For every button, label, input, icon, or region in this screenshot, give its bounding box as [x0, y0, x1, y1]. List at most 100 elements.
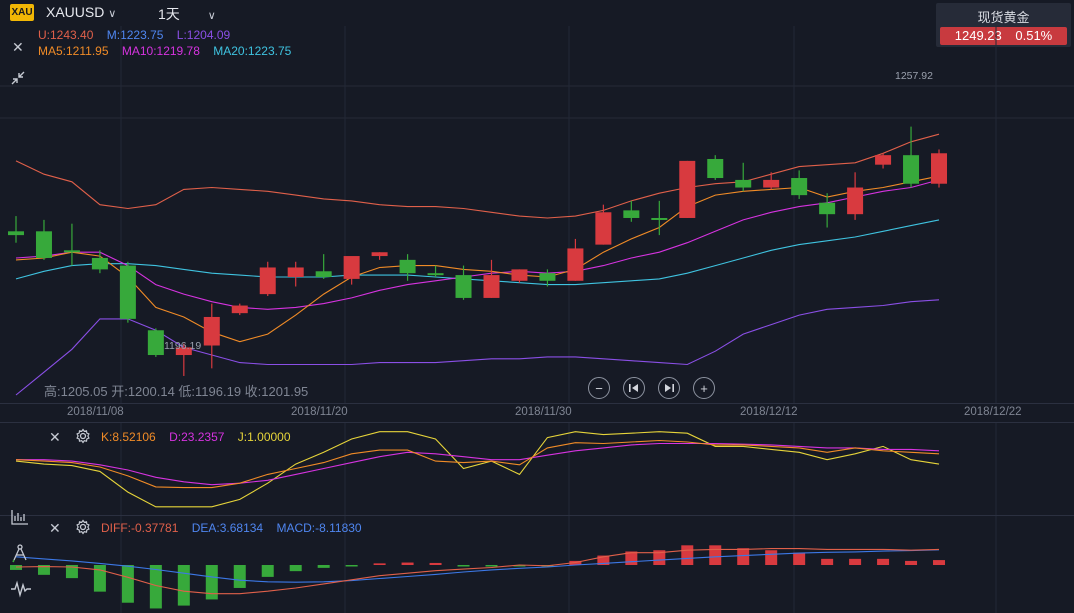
macd-bar: [597, 555, 610, 565]
close-kdj-icon[interactable]: ✕: [49, 429, 61, 445]
macd-settings-icon[interactable]: [75, 519, 91, 538]
boll-upper-line: [15, 133, 940, 219]
kdj-k: K:8.52106: [101, 430, 156, 444]
date-label: 2018/12/12: [740, 406, 798, 418]
quote-name: 现货黄金: [977, 10, 1030, 25]
macd-bar: [849, 558, 862, 565]
macd-dea: DEA:3.68134: [191, 521, 264, 535]
macd-bar: [37, 565, 50, 575]
macd-bar: [877, 558, 890, 565]
candle-body: [931, 153, 948, 184]
candle-body: [119, 265, 136, 319]
ma-legend: MA5:1211.95 MA10:1219.78 MA20:1223.75: [38, 44, 301, 58]
candle-body: [63, 250, 80, 253]
candle-body: [679, 160, 696, 218]
macd-series: [10, 545, 946, 609]
period-selector[interactable]: 1天 ∨: [158, 4, 216, 24]
macd-bar: [345, 565, 358, 567]
ma10-line: [15, 179, 940, 310]
macd-diff: DIFF:-0.37781: [101, 521, 179, 535]
close-boll-icon[interactable]: ✕: [12, 39, 24, 55]
macd-bar: [905, 560, 918, 565]
candle-body: [91, 257, 108, 270]
quote-box: 现货黄金 1249.23 0.51%: [936, 3, 1071, 47]
macd-bar: [401, 562, 414, 565]
kdj-k-line: [15, 439, 940, 489]
macd-bar: [93, 565, 106, 592]
candle-body: [147, 330, 164, 356]
macd-bar: [429, 562, 442, 565]
macd-bar: [261, 565, 274, 577]
macd-bar: [821, 558, 834, 565]
macd-bar: [653, 550, 666, 565]
symbol-selector[interactable]: XAUUSD ∨: [46, 4, 116, 20]
zoom-out-button[interactable]: −: [588, 377, 610, 399]
macd-bar: [485, 565, 498, 567]
candle-body: [287, 267, 304, 277]
macd-bar: [457, 565, 470, 567]
date-label: 2018/12/22: [964, 406, 1022, 418]
period-label: 1天: [158, 6, 180, 22]
candle-body: [35, 231, 52, 258]
close-macd-icon[interactable]: ✕: [49, 520, 61, 536]
candle-body: [567, 248, 584, 281]
skip-forward-button[interactable]: [658, 377, 680, 399]
candle-body: [595, 212, 612, 245]
chevron-down-icon: ∨: [108, 8, 117, 20]
macd-bar: [317, 565, 330, 568]
candle-body: [623, 210, 640, 218]
date-label: 2018/11/20: [291, 406, 348, 418]
candle-body: [259, 267, 276, 295]
candle-body: [203, 316, 220, 346]
candle-body: [371, 252, 388, 257]
waveform-icon[interactable]: [10, 580, 32, 600]
moving-averages: [15, 175, 940, 343]
candle-body: [315, 271, 332, 277]
macd-bar: [513, 565, 526, 567]
boll-upper: U:1243.40: [38, 28, 94, 42]
ma20-value: MA20:1223.75: [213, 44, 292, 58]
quote-price: 1249.23: [954, 28, 1002, 43]
candle-body: [399, 259, 416, 274]
macd-bar: [289, 565, 302, 572]
kdj-settings-icon[interactable]: [75, 428, 91, 447]
date-label: 2018/11/30: [515, 406, 572, 418]
collapse-icon[interactable]: [10, 70, 26, 89]
kdj-lines: [15, 431, 940, 508]
macd-bar: [177, 565, 190, 606]
grid: [0, 26, 1074, 613]
toolbar: XAU XAUUSD ∨ 1天 ∨: [0, 0, 1074, 26]
macd-bar: [737, 548, 750, 565]
candle-body: [651, 217, 668, 220]
candle-body: [903, 155, 920, 184]
macd-bar: [373, 563, 386, 565]
candle-body: [483, 275, 500, 298]
candle-body: [175, 347, 192, 356]
candle-body: [819, 202, 836, 215]
boll-lower: L:1204.09: [176, 28, 231, 42]
macd-bar: [765, 550, 778, 565]
high-price-label: 1257.92: [895, 70, 933, 82]
skip-back-button[interactable]: [623, 377, 645, 399]
candle-body: [343, 256, 360, 279]
symbol-label: XAUUSD: [46, 4, 105, 20]
drawing-tool-icon[interactable]: [10, 543, 32, 563]
candle-body: [231, 305, 248, 314]
ma20-line: [15, 219, 940, 286]
quote-value-badge: 1249.23 0.51%: [940, 27, 1067, 45]
macd-diff-line: [15, 548, 940, 595]
zoom-in-button[interactable]: +: [693, 377, 715, 399]
kdj-d-line: [16, 442, 940, 486]
divider: [0, 403, 1074, 404]
chevron-down-icon: ∨: [207, 10, 216, 22]
candle-body: [427, 273, 444, 276]
candle-body: [455, 275, 472, 298]
low-price-label: 1196.19: [164, 340, 202, 352]
candle-body: [847, 187, 864, 215]
ma5-line: [15, 175, 940, 343]
candle-body: [539, 273, 556, 281]
macd-bar: [149, 565, 162, 609]
macd-dea-line: [15, 549, 940, 583]
indicator-chart-icon[interactable]: [10, 508, 32, 528]
